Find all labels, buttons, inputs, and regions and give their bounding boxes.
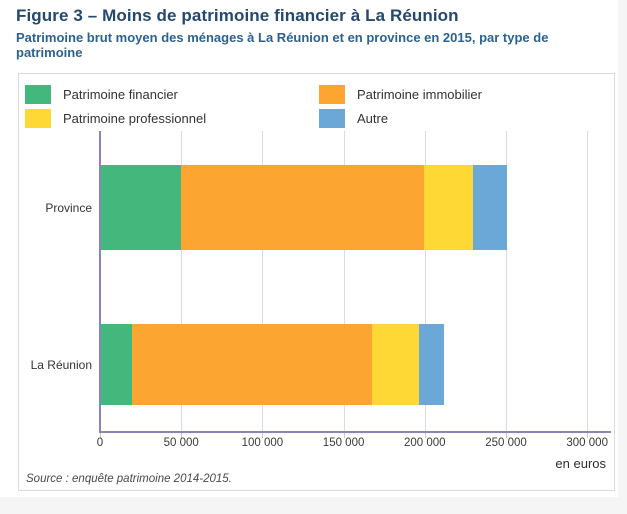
source-note: Source : enquête patrimoine 2014-2015. <box>26 473 232 485</box>
bar-segment-immobilier[interactable] <box>180 165 425 250</box>
bar-row-la-reunion <box>101 324 444 405</box>
x-axis-line <box>99 431 611 433</box>
axis-tick <box>343 433 345 438</box>
legend-swatch-immobilier <box>319 85 345 104</box>
bar-segment-financier[interactable] <box>101 324 132 405</box>
gridline <box>262 131 264 431</box>
bar-segment-professionnel[interactable] <box>372 324 420 405</box>
axis-tick <box>181 433 183 438</box>
gridline <box>587 131 589 431</box>
bar-segment-immobilier[interactable] <box>131 324 373 405</box>
legend-swatch-financier <box>25 85 51 104</box>
gridline <box>181 131 183 431</box>
chart-panel: Patrimoine financier Patrimoine professi… <box>18 73 615 491</box>
axis-tick-label: 200 000 <box>404 437 446 449</box>
legend-label: Autre <box>357 111 389 126</box>
axis-tick <box>262 433 264 438</box>
chart-plot: 0 50 000 100 000 150 000 200 000 250 000 300 0… <box>19 74 614 490</box>
axis-tick <box>506 433 507 438</box>
axis-tick <box>587 433 589 438</box>
axis-tick <box>424 433 426 438</box>
axis-tick-label: 150 000 <box>322 437 365 449</box>
legend-label: Patrimoine financier <box>63 87 178 102</box>
bar-segment-professionnel[interactable] <box>424 165 473 250</box>
gridline <box>343 131 345 431</box>
axis-tick-label: 100 000 <box>241 437 284 449</box>
axis-unit-label: en euros <box>555 456 606 471</box>
bar-segment-autre[interactable] <box>419 324 444 405</box>
gridline <box>506 131 507 431</box>
legend-swatch-autre <box>319 109 345 128</box>
axis-tick-label: 250 000 <box>485 437 527 449</box>
axis-tick-label: 0 <box>96 437 104 449</box>
y-axis-line <box>99 131 101 433</box>
legend-label: Patrimoine immobilier <box>357 87 482 102</box>
axis-tick-label: 300 000 <box>566 437 608 449</box>
bar-segment-financier[interactable] <box>101 165 181 250</box>
category-label: Province <box>45 200 92 215</box>
bar-row-province <box>101 165 507 250</box>
gridline <box>424 131 426 431</box>
legend-label: Patrimoine professionnel <box>63 111 207 126</box>
bar-segment-autre[interactable] <box>472 165 507 250</box>
axis-tick-label: 50 000 <box>163 437 199 449</box>
legend-swatch-professionnel <box>25 109 51 128</box>
figure-subtitle: Patrimoine brut moyen des ménages à La R… <box>16 30 549 60</box>
category-label: La Réunion <box>30 357 92 372</box>
axis-tick <box>100 433 101 438</box>
figure-title: Figure 3 – Moins de patrimoine financier… <box>16 6 459 25</box>
